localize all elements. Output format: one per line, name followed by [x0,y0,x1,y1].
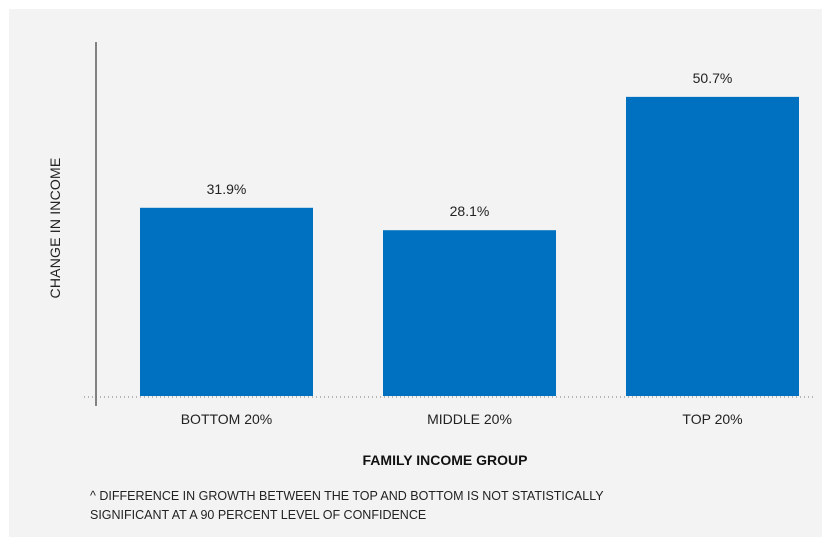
footnote-line-2: SIGNIFICANT AT A 90 PERCENT LEVEL OF CON… [90,508,427,522]
value-label-2: 28.1% [450,203,490,219]
x-tick-labels-group: BOTTOM 20% MIDDLE 20% TOP 20% [181,411,743,427]
footnote: ^ DIFFERENCE IN GROWTH BETWEEN THE TOP A… [90,487,790,525]
bar-1 [140,207,313,396]
value-label-3: 50.7% [693,70,733,86]
bar-2 [383,230,556,396]
x-axis-label: FAMILY INCOME GROUP [362,452,528,468]
footnote-line-1: ^ DIFFERENCE IN GROWTH BETWEEN THE TOP A… [90,489,604,503]
value-labels-group: 31.9% 28.1% 50.7% [207,70,733,219]
bars-group [140,96,799,397]
x-tick-label-1: BOTTOM 20% [181,411,273,427]
y-axis-label: CHANGE IN INCOME [47,157,63,299]
value-label-1: 31.9% [207,181,247,197]
bar-3 [626,96,799,397]
x-tick-label-3: TOP 20% [682,411,742,427]
x-tick-label-2: MIDDLE 20% [427,411,512,427]
